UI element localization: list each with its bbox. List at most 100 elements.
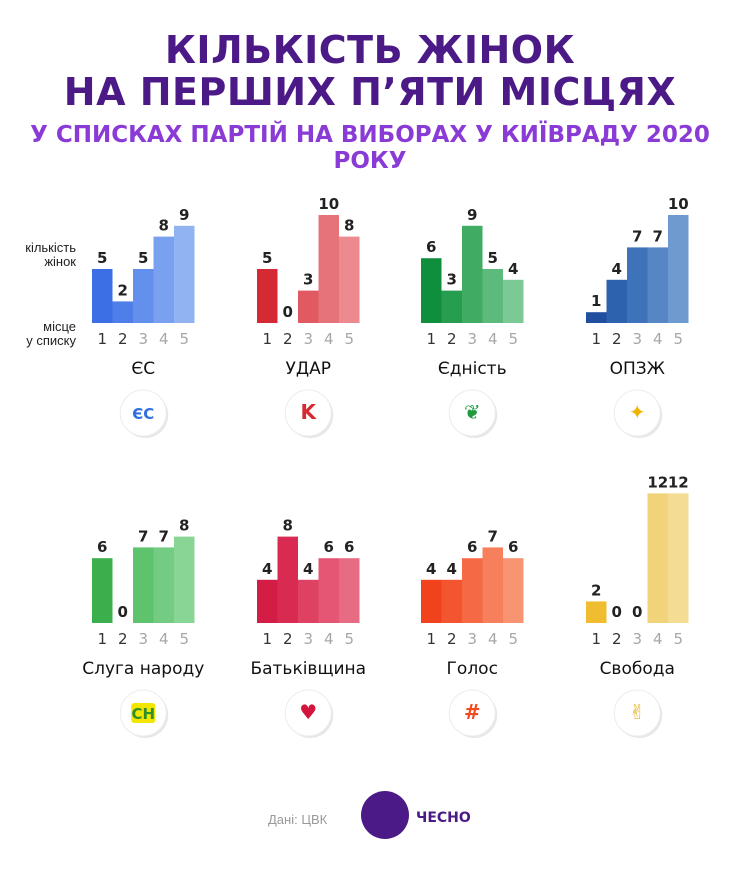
page-subtitle: У СПИСКАХ ПАРТІЙ НА ВИБОРАХ У КИЇВРАДУ 2… xyxy=(30,122,710,174)
data-label: 10 xyxy=(318,195,339,213)
party-name: ЄС xyxy=(131,359,155,379)
data-label: 8 xyxy=(179,517,189,535)
party-logo-mark: ✌ xyxy=(629,700,646,724)
data-label: 7 xyxy=(488,527,498,545)
data-label: 6 xyxy=(344,538,354,556)
bar xyxy=(668,215,689,323)
tick-label: 1 xyxy=(426,330,436,348)
legend-count-line2: жінок xyxy=(44,254,76,269)
party-name: УДАР xyxy=(285,359,331,379)
data-source: Дані: ЦВК xyxy=(268,812,328,827)
bar xyxy=(153,547,174,623)
tick-label: 5 xyxy=(179,330,189,348)
data-label: 4 xyxy=(508,260,518,278)
bar xyxy=(482,547,503,623)
bar xyxy=(586,312,607,323)
data-label: 5 xyxy=(138,249,148,267)
party-name: Слуга народу xyxy=(82,659,204,679)
data-label: 2 xyxy=(591,581,601,599)
tick-label: 3 xyxy=(632,330,642,348)
tick-label: 3 xyxy=(467,330,477,348)
data-label: 4 xyxy=(303,560,313,578)
party-logo-mark: ✦ xyxy=(629,400,646,424)
bar xyxy=(318,215,339,323)
party-logo-mark: СН xyxy=(131,705,155,723)
data-label: 12 xyxy=(668,473,689,491)
party-logo-icon xyxy=(613,389,661,437)
data-label: 1 xyxy=(591,292,601,310)
bar xyxy=(482,269,503,323)
data-label: 4 xyxy=(447,560,457,578)
data-label: 7 xyxy=(653,227,663,245)
page-title-line2: НА ПЕРШИХ П’ЯТИ МІСЦЯХ xyxy=(63,70,677,114)
data-label: 3 xyxy=(447,271,457,289)
tick-label: 5 xyxy=(673,330,683,348)
data-label: 5 xyxy=(262,249,272,267)
data-label: 8 xyxy=(344,217,354,235)
tick-label: 2 xyxy=(447,330,457,348)
tick-label: 5 xyxy=(344,330,354,348)
bar xyxy=(174,225,195,323)
bar xyxy=(421,579,442,623)
tick-label: 2 xyxy=(283,330,293,348)
bar xyxy=(441,290,462,323)
party-logo-icon xyxy=(284,389,332,437)
party-name: Єдність xyxy=(438,359,507,379)
tick-label: 2 xyxy=(447,630,457,648)
party-name: ОПЗЖ xyxy=(610,359,665,379)
tick-label: 3 xyxy=(303,330,313,348)
data-label: 6 xyxy=(508,538,518,556)
data-label: 0 xyxy=(283,303,293,321)
party-logo-icon xyxy=(119,389,167,437)
data-label: 6 xyxy=(426,238,436,256)
tick-label: 3 xyxy=(138,330,148,348)
data-label: 0 xyxy=(632,603,642,621)
data-label: 0 xyxy=(612,603,622,621)
legend-place-line1: місце xyxy=(43,319,76,334)
bar xyxy=(462,558,483,623)
brand-name: ЧЕСНО xyxy=(416,810,471,826)
party-name: Батьківщина xyxy=(250,659,366,679)
party-logo-icon xyxy=(284,689,332,737)
tick-label: 2 xyxy=(283,630,293,648)
bar xyxy=(586,601,607,623)
tick-label: 1 xyxy=(591,630,601,648)
data-label: 0 xyxy=(118,603,128,621)
bar xyxy=(647,247,668,323)
data-label: 8 xyxy=(283,517,293,535)
tick-label: 4 xyxy=(324,330,334,348)
party-logo-mark: ЄС xyxy=(132,405,154,423)
tick-label: 3 xyxy=(138,630,148,648)
bar xyxy=(339,236,360,323)
party-logo-mark: K xyxy=(301,400,318,424)
tick-label: 1 xyxy=(426,630,436,648)
bar xyxy=(647,493,668,623)
data-label: 7 xyxy=(159,527,169,545)
data-label: 3 xyxy=(303,271,313,289)
data-label: 9 xyxy=(467,206,477,224)
tick-label: 3 xyxy=(303,630,313,648)
tick-label: 4 xyxy=(488,630,498,648)
tick-label: 4 xyxy=(159,630,169,648)
bar xyxy=(339,558,360,623)
bar xyxy=(298,579,319,623)
data-label: 6 xyxy=(97,538,107,556)
tick-label: 2 xyxy=(612,330,622,348)
data-label: 12 xyxy=(647,473,668,491)
data-label: 10 xyxy=(668,195,689,213)
data-label: 5 xyxy=(97,249,107,267)
tick-label: 2 xyxy=(612,630,622,648)
data-label: 2 xyxy=(118,281,128,299)
bar xyxy=(92,269,113,323)
bar xyxy=(112,301,133,323)
tick-label: 5 xyxy=(673,630,683,648)
bar xyxy=(318,558,339,623)
bar xyxy=(503,279,524,323)
party-logo-mark: # xyxy=(464,700,481,724)
data-label: 4 xyxy=(262,560,272,578)
tick-label: 3 xyxy=(467,630,477,648)
tick-label: 1 xyxy=(262,330,272,348)
data-label: 6 xyxy=(467,538,477,556)
bar xyxy=(298,290,319,323)
tick-label: 4 xyxy=(653,630,663,648)
